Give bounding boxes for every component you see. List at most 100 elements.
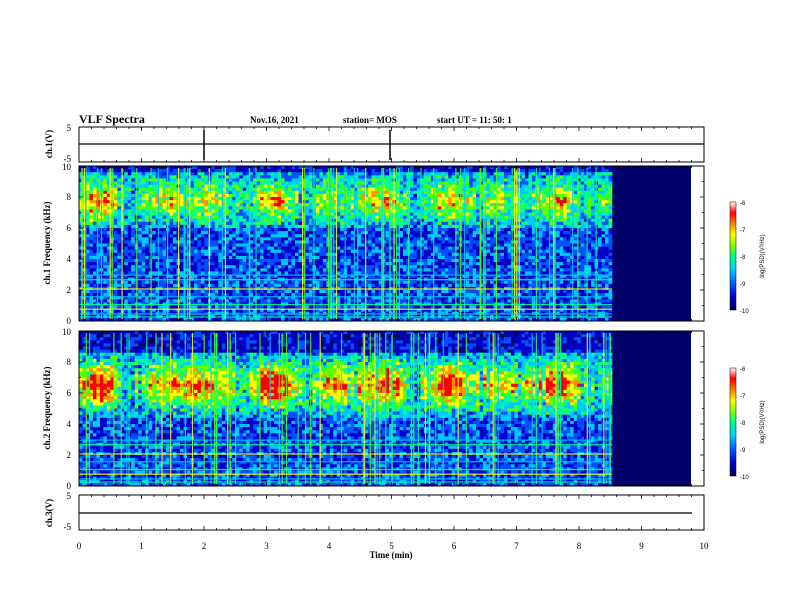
spectrogram-cell <box>389 280 393 285</box>
spectrogram-cell <box>347 255 352 260</box>
spectrogram-cell <box>294 181 299 185</box>
spectrogram-cell <box>85 178 90 182</box>
spectrogram-cell <box>103 308 108 312</box>
spectrogram-cell <box>228 268 233 272</box>
spectrogram-cell <box>145 166 149 170</box>
spectrogram-cell <box>322 249 327 254</box>
spectrogram-cell <box>242 234 247 238</box>
spectrogram-cell <box>396 209 400 213</box>
spectrogram-cell <box>232 187 237 192</box>
spectrogram-cell <box>197 249 202 254</box>
spectrogram-cell <box>322 317 327 322</box>
spectrogram-cell <box>322 221 327 226</box>
spectrogram-cell <box>315 293 320 297</box>
spectrogram-cell <box>305 237 310 241</box>
spectrogram-cell <box>190 255 195 260</box>
spectrogram-cell <box>249 299 254 303</box>
spectrogram-cell <box>117 271 122 275</box>
spectrogram-cell <box>301 215 306 219</box>
spectrogram-cell <box>211 274 216 278</box>
spectrogram-cell <box>305 218 310 223</box>
spectrogram-cell <box>232 283 237 288</box>
spectrogram-cell <box>145 308 149 312</box>
spectrogram-cell <box>96 262 101 266</box>
spectrogram-cell <box>371 209 376 213</box>
spectrogram-cell <box>308 237 313 241</box>
spectrogram-cell <box>173 252 177 257</box>
spectrogram-cell <box>246 200 250 204</box>
spectrogram-cell <box>221 296 226 300</box>
spectrogram-cell <box>96 283 101 288</box>
spectrogram-cell <box>228 178 233 182</box>
spectrogram-cell <box>124 203 129 207</box>
spectrogram-cell <box>113 181 118 185</box>
spectrogram-cell <box>333 187 338 192</box>
spectrogram-cell <box>152 175 156 179</box>
spectrogram-cell <box>267 280 271 285</box>
spectrogram-cell <box>347 169 352 173</box>
spectrogram-cell <box>267 218 271 223</box>
spectrogram-cell <box>375 290 379 294</box>
spectrogram-cell <box>152 212 156 216</box>
spectrogram-cell <box>263 317 268 322</box>
spectrogram-cell <box>79 218 83 223</box>
spectrogram-cell <box>291 255 296 260</box>
spectrogram-cell <box>354 190 358 195</box>
spectrogram-cell <box>350 228 355 232</box>
spectrogram-cell <box>225 200 230 204</box>
spectrogram-cell <box>378 197 383 201</box>
spectrogram-cell <box>193 187 198 192</box>
spectrogram-cell <box>197 212 202 216</box>
spectrogram-cell <box>364 299 369 303</box>
spectrogram-cell <box>113 218 118 223</box>
spectrogram-cell <box>277 283 282 288</box>
spectrogram-cell <box>249 200 254 204</box>
spectrogram-cell <box>371 166 376 170</box>
spectrogram-cell <box>409 274 414 278</box>
spectrogram-cell <box>239 262 244 266</box>
spectrogram-cell <box>371 184 376 188</box>
spectrogram-cell <box>218 193 223 198</box>
spectrogram-cell <box>361 234 365 238</box>
spectrogram-cell <box>277 262 282 266</box>
spectrogram-cell <box>256 187 261 192</box>
spectrogram-cell <box>347 271 352 275</box>
spectrogram-cell <box>277 187 282 192</box>
spectrogram-cell <box>131 246 136 250</box>
spectrogram-cell <box>138 265 142 269</box>
spectrogram-cell <box>145 262 149 266</box>
spectrogram-cell <box>85 228 90 232</box>
spectrogram-cell <box>204 197 209 201</box>
spectrogram-cell <box>145 280 149 285</box>
spectrogram-cell <box>350 268 355 272</box>
spectrogram-cell <box>197 283 202 288</box>
spectrogram-cell <box>131 209 136 213</box>
spectrogram-cell <box>225 172 230 176</box>
spectrogram-cell <box>378 243 383 247</box>
spectrogram-cell <box>298 252 303 257</box>
spectrogram-cell <box>211 181 216 185</box>
spectrogram-cell <box>127 255 132 260</box>
spectrogram-cell <box>385 215 390 219</box>
spectrogram-cell <box>152 255 156 260</box>
spectrogram-cell <box>291 234 296 238</box>
spectrogram-cell <box>246 290 250 294</box>
spectrogram-cell <box>301 187 306 192</box>
spectrogram-cell <box>124 274 129 278</box>
spectrogram-cell <box>368 243 372 247</box>
spectrogram-cell <box>402 268 407 272</box>
spectrogram-cell <box>221 240 226 244</box>
spectrogram-cell <box>340 200 345 204</box>
spectrogram-cell <box>409 262 414 266</box>
spectrogram-cell <box>340 259 345 263</box>
spectrogram-cell <box>416 175 421 179</box>
spectrogram-cell <box>113 231 118 235</box>
spectrogram-cell <box>315 169 320 173</box>
spectrogram-cell <box>218 299 223 303</box>
spectrogram-cell <box>308 283 313 288</box>
spectrogram-cell <box>267 172 271 176</box>
spectrogram-cell <box>288 246 292 250</box>
spectrogram-cell <box>228 305 233 309</box>
spectrogram-cell <box>186 299 191 303</box>
spectrogram-cell <box>409 178 414 182</box>
